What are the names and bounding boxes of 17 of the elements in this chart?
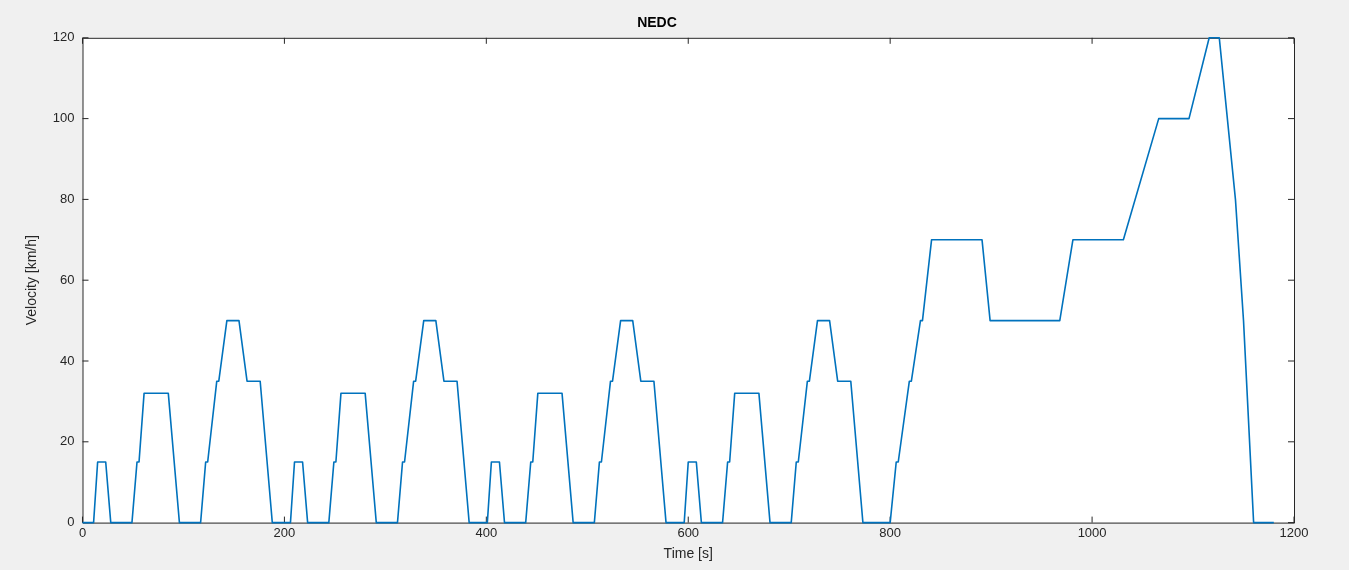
- x-tick-label: 600: [677, 524, 700, 540]
- x-tick-label: 200: [273, 524, 296, 540]
- x-tick-label: 1200: [1279, 524, 1309, 540]
- y-tick-label: 20: [60, 433, 75, 449]
- y-axis-title: Velocity [km/h]: [23, 235, 40, 326]
- x-axis-title: Time [s]: [663, 545, 713, 562]
- y-tick-label: 100: [52, 110, 75, 126]
- x-tick-label: 800: [879, 524, 902, 540]
- x-tick-label: 0: [78, 524, 87, 540]
- y-tick-label: 120: [52, 29, 75, 45]
- chart-title: NEDC: [637, 14, 677, 31]
- y-tick-label: 60: [60, 271, 75, 287]
- x-tick-label: 1000: [1077, 524, 1107, 540]
- y-tick-label: 80: [60, 190, 75, 206]
- y-tick-label: 40: [60, 352, 75, 368]
- x-tick-label: 400: [475, 524, 498, 540]
- y-tick-label: 0: [67, 514, 75, 530]
